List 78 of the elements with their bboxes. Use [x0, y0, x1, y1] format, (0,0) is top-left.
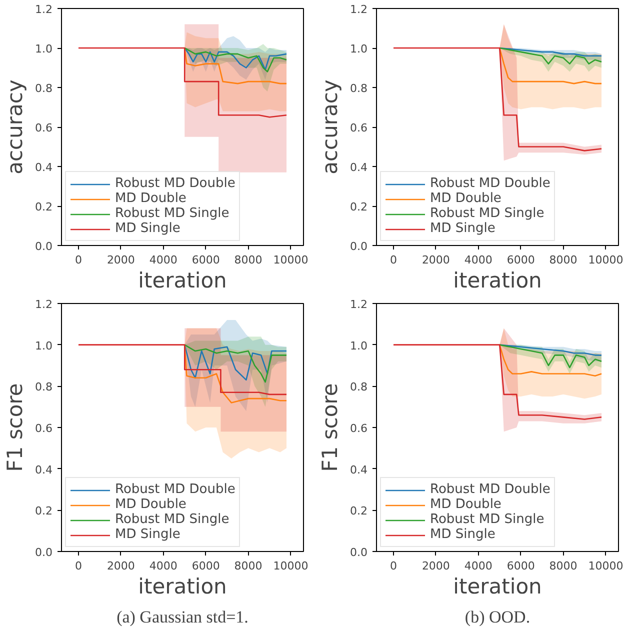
y-tick-label: 0.0	[35, 240, 53, 253]
y-tick-label: 1.0	[35, 42, 53, 56]
legend-label: Robust MD Single	[430, 206, 544, 221]
y-tick-label: 0.4	[350, 161, 368, 174]
legend-label: MD Single	[115, 221, 180, 236]
y-tick-label: 0.4	[350, 463, 368, 476]
legend-label: MD Double	[430, 497, 502, 512]
legend-label: Robust MD Single	[430, 512, 544, 527]
x-tick-label: 2000	[106, 560, 135, 572]
y-tick-label: 0.0	[35, 546, 53, 559]
x-tick-label: 10000	[588, 560, 624, 572]
x-tick-label: 6000	[506, 254, 535, 266]
x-tick-label: 4000	[149, 560, 178, 572]
x-tick-label: 2000	[422, 254, 450, 266]
legend-label: MD Single	[430, 221, 496, 236]
y-tick-label: 0.4	[35, 463, 53, 476]
legend-label: Robust MD Double	[430, 482, 550, 497]
y-tick-label: 0.2	[350, 504, 368, 518]
y-tick-label: 0.6	[350, 422, 368, 435]
y-tick-label: 0.6	[35, 422, 53, 435]
y-tick-label: 0.2	[350, 200, 368, 214]
legend-label: MD Double	[115, 191, 186, 206]
legend-label: MD Double	[430, 191, 502, 206]
x-tick-label: 6000	[192, 254, 220, 266]
x-tick-label: 8000	[234, 254, 262, 266]
y-tick-label: 0.2	[35, 200, 53, 214]
y-tick-label: 1.0	[350, 339, 368, 352]
x-tick-label: 4000	[464, 254, 492, 266]
y-tick-label: 1.0	[350, 42, 368, 56]
x-tick-label: 10000	[588, 254, 624, 266]
x-tick-label: 0	[74, 254, 82, 266]
y-tick-label: 0.4	[35, 161, 53, 174]
x-tick-label: 8000	[549, 560, 578, 572]
y-tick-label: 1.2	[350, 298, 368, 311]
x-tick-label: 10000	[273, 254, 308, 266]
y-tick-label: 0.8	[35, 82, 53, 95]
text: (a) Gaussian std=1.	[116, 608, 248, 626]
y-tick-label: 0.2	[35, 504, 53, 518]
legend-label: Robust MD Single	[115, 206, 230, 221]
x-tick-label: 0	[390, 560, 397, 572]
x-tick-label: 0	[74, 560, 82, 572]
x-tick-label: 8000	[549, 254, 578, 266]
x-axis-title: iteration	[138, 268, 227, 292]
legend-label: MD Single	[430, 527, 496, 542]
x-tick-label: 6000	[192, 560, 220, 572]
y-axis-title: accuracy	[318, 80, 342, 174]
y-axis-title: F1 score	[3, 383, 28, 472]
x-tick-label: 8000	[234, 560, 262, 572]
y-axis-title: accuracy	[3, 80, 28, 174]
x-axis-title: iteration	[138, 574, 227, 598]
x-tick-label: 4000	[464, 560, 492, 572]
y-tick-label: 0.6	[35, 122, 53, 134]
legend-label: Robust MD Double	[115, 482, 236, 497]
y-tick-label: 0.8	[350, 82, 368, 95]
y-axis-title: F1 score	[318, 383, 342, 472]
x-tick-label: 2000	[106, 254, 135, 266]
legend-label: Robust MD Double	[430, 176, 550, 191]
legend-label: MD Double	[115, 497, 186, 512]
x-tick-label: 6000	[506, 560, 535, 572]
y-tick-label: 0.6	[350, 122, 368, 134]
x-tick-label: 10000	[273, 560, 308, 572]
legend-label: Robust MD Double	[115, 176, 236, 191]
y-tick-label: 1.2	[35, 3, 53, 16]
x-axis-title: iteration	[453, 268, 542, 292]
y-tick-label: 0.0	[350, 546, 368, 559]
x-axis-title: iteration	[453, 574, 542, 598]
y-tick-label: 0.0	[350, 240, 368, 253]
legend-label: MD Single	[115, 527, 180, 542]
y-tick-label: 1.0	[35, 339, 53, 352]
x-tick-label: 4000	[149, 254, 178, 266]
legend-label: Robust MD Single	[115, 512, 230, 527]
y-tick-label: 1.2	[35, 298, 53, 311]
y-tick-label: 0.8	[350, 380, 368, 394]
y-tick-label: 0.8	[35, 380, 53, 394]
text: (b) OOD.	[464, 608, 530, 626]
y-tick-label: 1.2	[350, 3, 368, 16]
x-tick-label: 2000	[422, 560, 450, 572]
x-tick-label: 0	[390, 254, 397, 266]
